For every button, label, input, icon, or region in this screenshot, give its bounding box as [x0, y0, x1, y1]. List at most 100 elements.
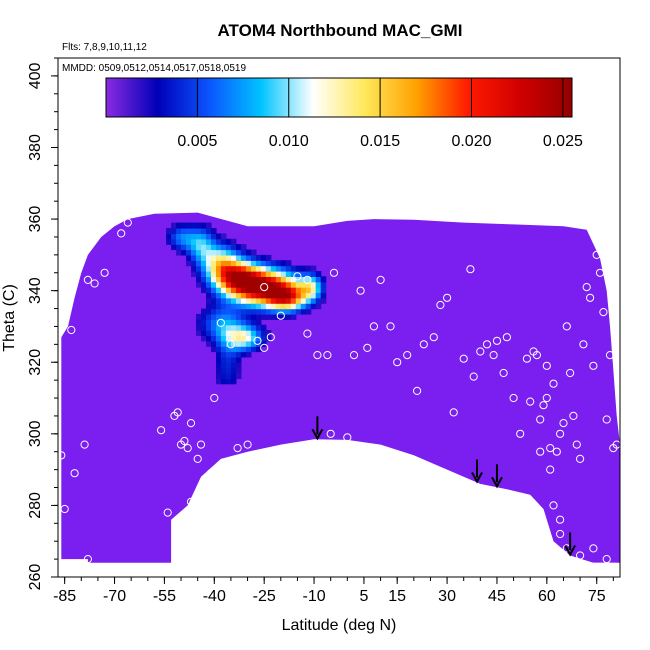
heatmap-cell: [300, 292, 307, 299]
heatmap-cell: [196, 276, 202, 283]
observation-point: [403, 351, 412, 360]
heatmap-cell: [235, 249, 242, 256]
heatmap-cell: [196, 222, 202, 229]
observation-point: [605, 351, 615, 360]
heatmap-cell: [250, 335, 257, 342]
heatmap-cell: [295, 271, 302, 277]
observation-point: [60, 504, 69, 514]
heatmap-cell: [280, 297, 287, 304]
heatmap-cell: [260, 254, 267, 261]
heatmap-cell: [230, 281, 237, 288]
heatmap-cell: [181, 244, 187, 251]
heatmap-cell: [240, 254, 247, 261]
heatmap-cell: [235, 351, 242, 358]
heatmap-cell: [250, 271, 257, 277]
observation-point: [303, 329, 312, 338]
heatmap-cell: [211, 340, 217, 347]
heatmap-cell: [206, 324, 212, 331]
heatmap-cell: [245, 319, 252, 326]
heatmap-cell: [220, 378, 227, 385]
heatmap-cell: [280, 287, 287, 294]
heatmap-cell: [275, 297, 282, 304]
observation-point: [343, 433, 352, 442]
heatmap-cell: [201, 313, 207, 320]
heatmap-cell: [201, 222, 207, 229]
heatmap-cell: [230, 351, 237, 358]
heatmap-cell: [181, 222, 187, 229]
heatmap-cell: [260, 340, 267, 347]
heatmap-cell: [201, 249, 207, 256]
observation-point: [326, 429, 335, 438]
heatmap-cell: [225, 319, 232, 326]
arrow-head: [491, 476, 503, 489]
heatmap-cell: [235, 244, 242, 251]
heatmap-cell: [235, 281, 242, 288]
heatmap-cell: [280, 276, 287, 283]
heatmap-cell: [300, 287, 307, 294]
heatmap-cell: [305, 271, 312, 277]
observation-point: [526, 397, 535, 406]
observation-point: [186, 419, 196, 428]
heatmap-cell: [225, 373, 232, 379]
heatmap-cell: [220, 367, 227, 374]
heatmap-cell: [250, 265, 257, 272]
observation-point: [546, 444, 555, 453]
heatmap-cell: [220, 238, 227, 245]
heatmap-cell: [235, 260, 242, 267]
heatmap-cell: [196, 238, 202, 245]
heatmap-cell: [250, 340, 257, 347]
heatmap-cell: [295, 265, 302, 272]
heatmap-cell: [240, 340, 247, 347]
heatmap-cell: [255, 292, 262, 299]
x-tick-label: -10: [302, 588, 325, 605]
heatmap-cell: [240, 249, 247, 256]
heatmap-cell: [240, 281, 247, 288]
heatmap-cell: [191, 260, 197, 267]
heatmap-cell: [196, 249, 202, 256]
heatmap-cell: [260, 324, 267, 331]
heatmap-cell: [206, 222, 212, 229]
heatmap-cell: [220, 265, 227, 272]
x-axis-label: Latitude (deg N): [282, 617, 397, 634]
heatmap-cell: [250, 287, 257, 294]
observation-point: [83, 555, 93, 564]
heatmap-cell: [225, 308, 232, 315]
heatmap-cell: [290, 313, 297, 320]
heatmap-cell: [300, 303, 307, 310]
heatmap-cell: [285, 276, 292, 283]
heatmap-cell: [235, 373, 242, 379]
y-axis-label: Theta (C): [1, 284, 18, 352]
x-tick-label: -55: [153, 588, 176, 605]
observation-point: [542, 361, 551, 370]
observation-point: [67, 325, 76, 335]
heatmap-cell: [220, 319, 227, 326]
observation-point: [572, 440, 581, 449]
observation-point: [173, 408, 182, 417]
heatmap-cell: [201, 244, 207, 251]
heatmap-cell: [315, 303, 322, 310]
colorbar-tick-label: 0.025: [543, 133, 583, 150]
observation-point: [419, 340, 428, 349]
heatmap-cell: [220, 233, 227, 240]
observation-point: [206, 469, 216, 478]
colorbar-tick-label: 0.015: [360, 133, 400, 150]
heatmap-cell: [230, 319, 237, 326]
heatmap-cell: [235, 362, 242, 369]
heatmap-cell: [220, 324, 227, 331]
y-tick-label: 340: [27, 277, 44, 304]
heatmap-cell: [250, 303, 257, 310]
heatmap-cell: [265, 281, 272, 288]
heatmap-cell: [206, 271, 212, 277]
heatmap-cell: [216, 351, 222, 358]
heatmap-cell: [245, 335, 252, 342]
heatmap-cell: [220, 287, 227, 294]
heatmap-cell: [260, 271, 267, 277]
heatmap-cell: [270, 292, 277, 299]
heatmap-cell: [166, 238, 172, 245]
heatmap-cell: [230, 362, 237, 369]
heatmap-cell: [191, 271, 197, 277]
heatmap-cell: [260, 313, 267, 320]
heatmap-cell: [225, 351, 232, 358]
heatmap-cell: [186, 254, 192, 261]
heatmap-cell: [216, 244, 222, 251]
